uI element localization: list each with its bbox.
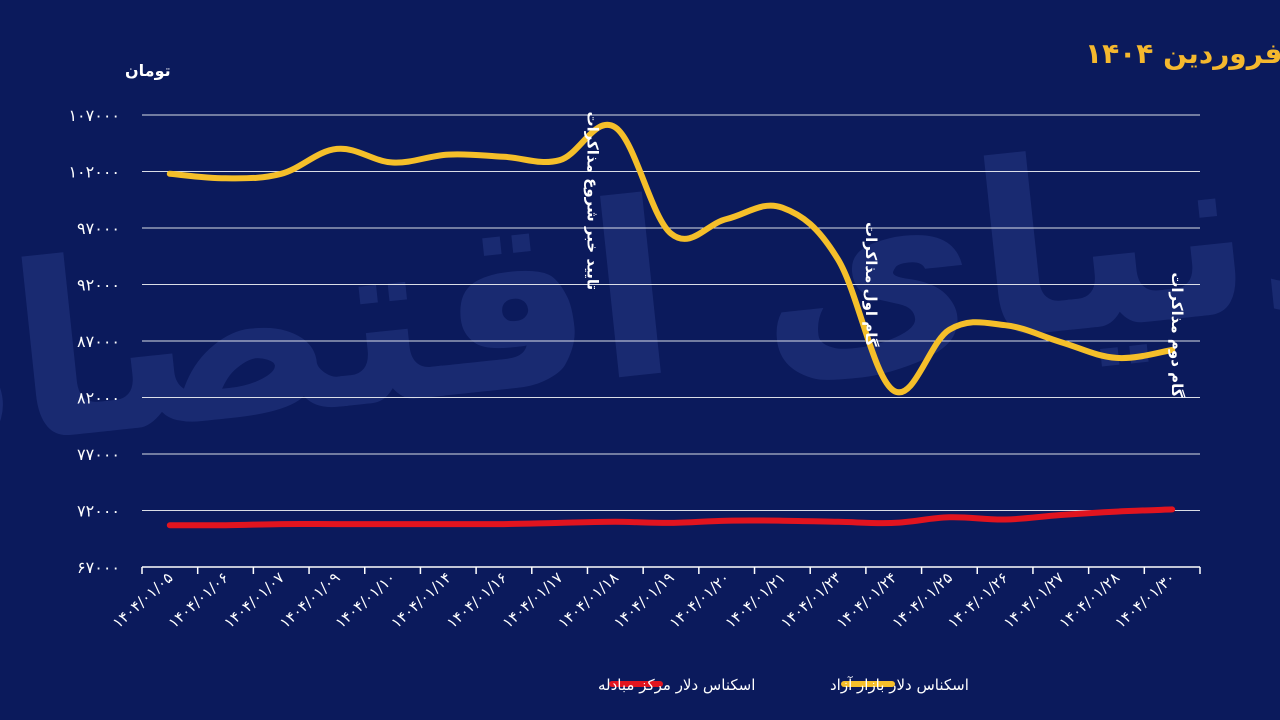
x-tick-label: ۱۴۰۴/۰۱/۱۰ [332, 569, 399, 632]
x-tick-label: ۱۴۰۴/۰۱/۲۶ [944, 569, 1011, 632]
x-tick-label: ۱۴۰۴/۰۱/۰۶ [165, 569, 232, 632]
y-tick-label: ۶۷۰۰۰ [77, 558, 120, 577]
y-tick-label: ۹۷۰۰۰ [77, 219, 120, 238]
x-tick-label: ۱۴۰۴/۰۱/۱۶ [443, 569, 510, 632]
x-tick-label: ۱۴۰۴/۰۱/۲۷ [1000, 569, 1067, 632]
y-tick-label: ۷۷۰۰۰ [77, 445, 120, 464]
x-tick-label: ۱۴۰۴/۰۱/۲۵ [889, 569, 956, 632]
y-unit-label: تومان [125, 61, 171, 80]
watermark-text: دنیای اقتصاد [0, 75, 1280, 509]
x-tick-label: ۱۴۰۴/۰۱/۳۰ [1111, 569, 1178, 632]
x-tick-label: ۱۴۰۴/۰۱/۲۴ [833, 569, 900, 632]
x-tick-label: ۱۴۰۴/۰۱/۲۱ [722, 569, 789, 632]
chart-title: نمودار قیمت اسکناس دلار بازار آزاد و اسک… [1085, 36, 1280, 70]
x-tick-label: ۱۴۰۴/۰۱/۱۴ [387, 569, 454, 632]
x-tick-label: ۱۴۰۴/۰۱/۲۳ [777, 569, 844, 632]
annotation-label: گام اول مذاکرات [862, 222, 880, 347]
x-axis: ۱۴۰۴/۰۱/۰۵۱۴۰۴/۰۱/۰۶۱۴۰۴/۰۱/۰۷۱۴۰۴/۰۱/۰۹… [109, 566, 1201, 632]
x-tick-label: ۱۴۰۴/۰۱/۱۸ [555, 569, 622, 632]
x-tick-label: ۱۴۰۴/۰۱/۰۷ [220, 569, 287, 632]
annotation-label: گام دوم مذاکرات [1168, 272, 1186, 397]
y-tick-label: ۷۲۰۰۰ [77, 502, 120, 521]
y-tick-label: ۹۲۰۰۰ [77, 276, 120, 295]
legend: اسکناس دلار بازار آزاد اسکناس دلار مرکز … [598, 676, 969, 694]
y-tick-label: ۸۲۰۰۰ [77, 389, 120, 408]
x-tick-label: ۱۴۰۴/۰۱/۲۸ [1056, 569, 1123, 632]
y-axis: ۶۷۰۰۰ ۷۲۰۰۰ ۷۷۰۰۰ ۸۲۰۰۰ ۸۷۰۰۰ ۹۲۰۰۰ ۹۷۰۰۰ ۱۰۲۰۰… [68, 106, 120, 577]
annotation-label: تایید خبر شروع مذاکرات [583, 112, 601, 291]
x-tick-label: ۱۴۰۴/۰۱/۰۵ [109, 569, 176, 632]
legend-label-free-market: اسکناس دلار بازار آزاد [830, 676, 969, 694]
x-tick-label: ۱۴۰۴/۰۱/۱۹ [610, 569, 677, 632]
annotations: تایید خبر شروع مذاکرات گام اول مذاکرات گام… [583, 112, 1186, 398]
series-line-exchange-center [166, 506, 1176, 529]
series-lines [166, 121, 1176, 529]
watermark: دنیای اقتصاد [0, 75, 1280, 509]
x-tick-label: ۱۴۰۴/۰۱/۱۷ [499, 569, 566, 632]
x-tick-label: ۱۴۰۴/۰۱/۰۹ [276, 569, 343, 632]
legend-label-exchange-center: اسکناس دلار مرکز مبادله [598, 676, 755, 694]
y-tick-label: ۸۷۰۰۰ [77, 332, 120, 351]
x-tick-label: ۱۴۰۴/۰۱/۲۰ [666, 569, 733, 632]
y-tick-label: ۱۰۲۰۰۰ [68, 163, 120, 182]
gridlines [142, 114, 1200, 511]
y-tick-label: ۱۰۷۰۰۰ [68, 106, 120, 125]
series-line-free-market [166, 121, 1176, 396]
